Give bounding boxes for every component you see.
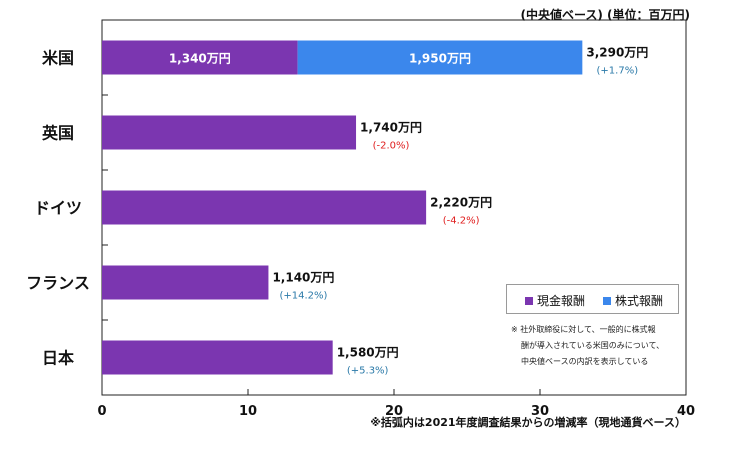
total-label: 1,580万円 <box>337 346 399 360</box>
total-label: 2,220万円 <box>430 196 492 210</box>
legend-swatch-cash <box>525 297 533 305</box>
footnote-line: 酬が導入されている米国のみについて、 <box>521 341 665 350</box>
unit-note: (中央値ベース) (単位：百万円) <box>520 8 690 22</box>
bar-cash <box>102 340 333 375</box>
change-label: (-4.2%) <box>443 216 480 227</box>
legend-label-stock: 株式報酬 <box>615 294 664 308</box>
total-label: 1,140万円 <box>272 271 334 285</box>
legend-label-cash: 現金報酬 <box>537 294 586 308</box>
change-label: (-2.0%) <box>373 141 410 152</box>
change-label: (+14.2%) <box>279 291 327 302</box>
change-label: (+1.7%) <box>597 66 639 77</box>
category-label: 英国 <box>41 124 74 143</box>
category-label: 日本 <box>42 349 74 368</box>
footnote: ※ 社外取締役に対して、一般的に株式報 酬が導入されている米国のみについて、 中… <box>511 322 683 370</box>
total-label: 3,290万円 <box>586 46 648 60</box>
x-tick-label: 20 <box>385 404 403 419</box>
footnote-line: ※ 社外取締役に対して、一般的に株式報 <box>511 325 656 334</box>
legend-swatch-stock <box>603 297 611 305</box>
legend-item-cash: 現金報酬 <box>525 292 585 309</box>
category-label: ドイツ <box>34 199 82 218</box>
x-tick-label: 30 <box>531 404 549 419</box>
category-label: フランス <box>26 274 90 293</box>
x-tick-label: 40 <box>677 404 695 419</box>
x-tick-label: 10 <box>239 404 257 419</box>
bar-cash <box>102 115 357 150</box>
total-label: 1,740万円 <box>360 121 422 135</box>
x-tick-label: 0 <box>97 404 106 419</box>
change-label: (+5.3%) <box>347 366 389 377</box>
legend-item-stock: 株式報酬 <box>603 292 663 309</box>
footnote-line: 中央値ベースの内訳を表示している <box>521 357 649 366</box>
bar-cash <box>102 265 269 300</box>
category-label: 米国 <box>42 49 74 68</box>
bar-cash <box>102 40 298 75</box>
bar-label-cash: 1,340万円 <box>169 52 231 66</box>
legend: 現金報酬 株式報酬 <box>506 284 679 314</box>
bar-label-stock: 1,950万円 <box>409 52 471 66</box>
bar-stock <box>297 40 583 75</box>
bottom-note: ※括弧内は2021年度調査結果からの増減率（現地通貨ベース） <box>370 416 686 429</box>
bar-cash <box>102 190 427 225</box>
